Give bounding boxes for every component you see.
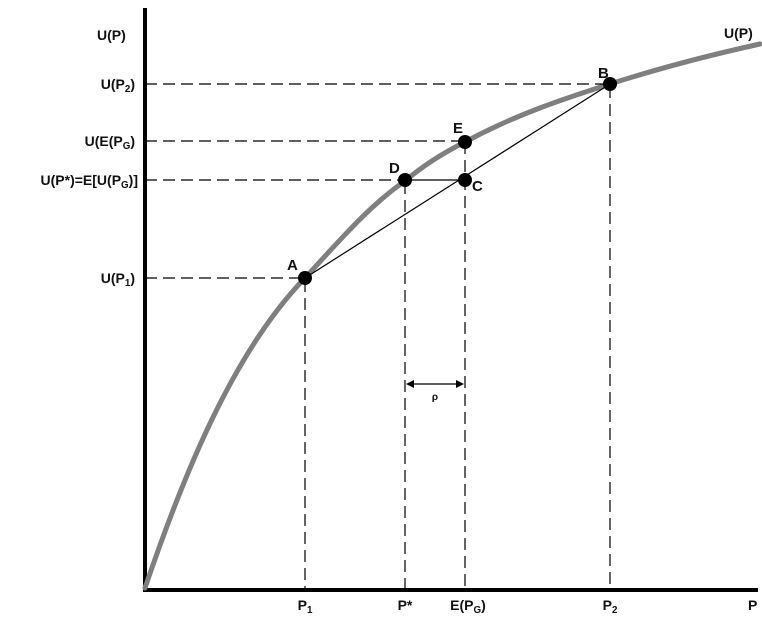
x-tick-e-pg: E(PG) — [450, 597, 486, 616]
curve-label: U(P) — [724, 25, 753, 41]
point-b — [603, 77, 617, 91]
y-tick-u-pstar: U(P*)=E[U(PG)] — [41, 172, 138, 191]
x-axis-label: P — [748, 597, 757, 613]
point-e — [458, 135, 472, 149]
y-tick-u-p1: U(P1) — [101, 270, 135, 289]
y-axis-label: U(P) — [97, 27, 126, 43]
point-b-label: B — [598, 65, 609, 82]
x-tick-pstar: P* — [398, 597, 413, 613]
y-tick-u-e-pg: U(E(PG) — [85, 133, 135, 152]
point-e-label: E — [453, 120, 463, 137]
point-a-label: A — [287, 257, 298, 274]
gap-label: ρ — [432, 392, 438, 403]
point-d-label: D — [389, 160, 400, 177]
gap-arrow-left-head — [406, 380, 414, 388]
chord-a-b — [304, 83, 611, 279]
x-tick-p2: P2 — [603, 597, 618, 616]
point-d — [398, 173, 412, 187]
point-a — [298, 271, 312, 285]
point-c — [458, 173, 472, 187]
x-tick-p1: P1 — [298, 597, 313, 616]
utility-curve — [142, 41, 762, 591]
gap-arrow-right-head — [456, 380, 464, 388]
y-tick-u-p2: U(P2) — [101, 76, 135, 95]
point-c-label: C — [472, 178, 483, 195]
